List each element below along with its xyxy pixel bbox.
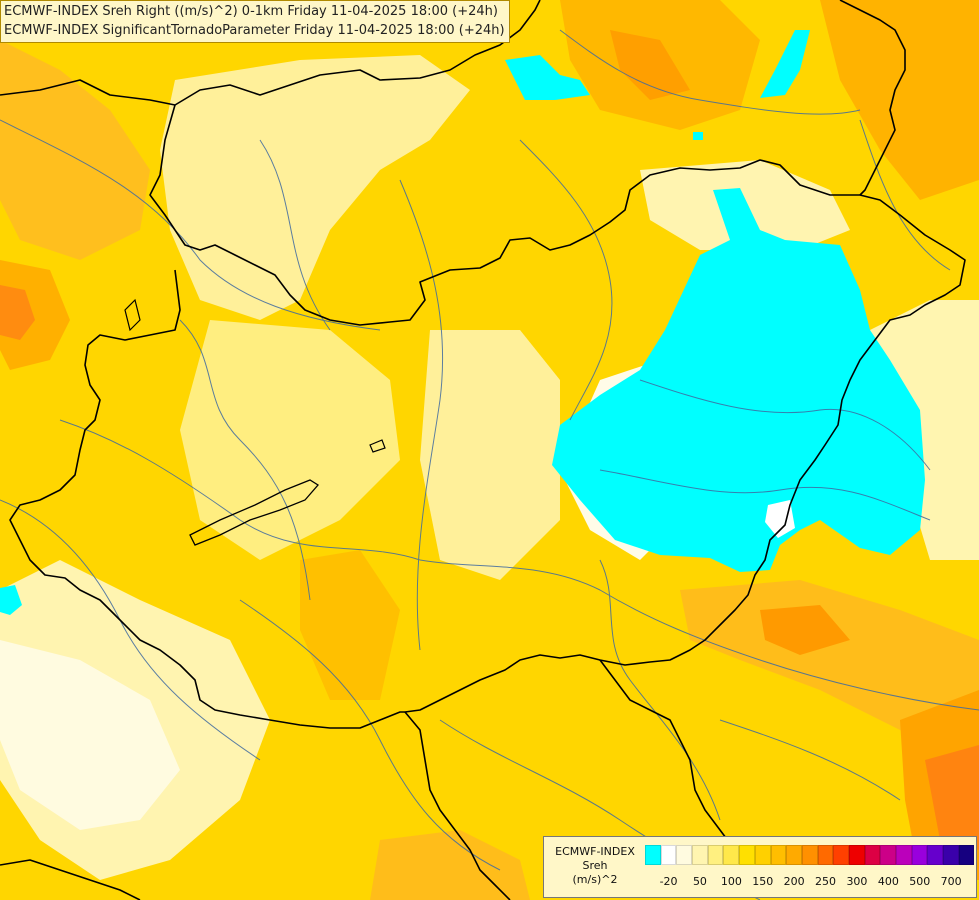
legend-swatch	[833, 845, 849, 865]
field-cyan-zone	[765, 500, 795, 538]
legend-tick-label: 400	[877, 875, 899, 888]
legend-swatch	[723, 845, 740, 865]
field-cyan-zone	[505, 55, 590, 100]
field-orange-zone	[760, 605, 850, 655]
legend-swatch	[848, 845, 865, 865]
field-orange-zone	[0, 40, 150, 260]
legend-swatch	[958, 845, 975, 865]
field-orange-zone	[680, 580, 979, 760]
legend-swatch	[786, 845, 802, 865]
legend-tick-label: 100	[720, 875, 742, 888]
color-legend: ECMWF-INDEX Sreh (m/s)^2 -20 50 100 150 200 2…	[543, 836, 977, 898]
field-orange-zone	[820, 0, 979, 200]
field-orange-zone	[370, 830, 530, 900]
field-orange-zone	[610, 30, 690, 100]
field-pale-zone	[180, 320, 400, 560]
map-title-stp: ECMWF-INDEX SignificantTornadoParameter …	[4, 23, 505, 38]
legend-tick-labels: -20 50 100 150 200 250 300 400 500 700	[645, 875, 975, 891]
legend-swatch	[943, 845, 959, 865]
legend-tick-label: 150	[752, 875, 774, 888]
field-pale-zone	[870, 300, 979, 560]
field-orange-zone	[0, 260, 70, 370]
map-title-sreh: ECMWF-INDEX Sreh Right ((m/s)^2) 0-1km F…	[4, 4, 498, 19]
legend-tick-label: -20	[659, 875, 678, 888]
legend-tick-label: 500	[909, 875, 931, 888]
field-cyan-zone	[693, 132, 703, 140]
legend-title-model: ECMWF-INDEX	[555, 845, 635, 858]
legend-swatch	[801, 845, 818, 865]
legend-color-scale	[645, 845, 975, 865]
legend-swatch	[707, 845, 724, 865]
legend-swatch	[754, 845, 771, 865]
lake-small	[124, 298, 141, 332]
legend-tick-label: 250	[815, 875, 837, 888]
field-cyan-zone	[0, 585, 22, 615]
legend-tick-label: 700	[940, 875, 962, 888]
legend-swatch	[864, 845, 881, 865]
field-orange-zone	[300, 550, 400, 700]
field-orange-zone	[0, 285, 35, 340]
legend-swatch	[676, 845, 693, 865]
field-pale-zone	[420, 330, 560, 580]
legend-swatch	[692, 845, 708, 865]
field-cyan-zone	[760, 30, 810, 98]
lake-small	[369, 439, 386, 453]
legend-swatch	[880, 845, 896, 865]
field-pale-zone	[0, 640, 180, 830]
field-orange-zone	[925, 745, 979, 850]
legend-title: ECMWF-INDEX Sreh (m/s)^2	[548, 845, 642, 887]
legend-swatch	[770, 845, 787, 865]
field-cyan-zone	[552, 188, 925, 572]
legend-swatch	[660, 845, 677, 865]
legend-swatch	[896, 845, 912, 865]
legend-tick-label: 200	[783, 875, 805, 888]
legend-swatch	[817, 845, 834, 865]
map-title-box: ECMWF-INDEX Sreh Right ((m/s)^2) 0-1km F…	[0, 0, 510, 43]
legend-swatch	[927, 845, 944, 865]
legend-tick-label: 50	[692, 875, 707, 888]
field-pale-zone	[160, 55, 470, 320]
legend-title-variable: Sreh	[582, 859, 608, 872]
legend-tick-label: 300	[846, 875, 868, 888]
legend-title-unit: (m/s)^2	[572, 873, 618, 886]
legend-swatch	[739, 845, 755, 865]
legend-swatch	[645, 845, 661, 865]
legend-swatch	[911, 845, 928, 865]
lake-balaton	[189, 479, 319, 546]
